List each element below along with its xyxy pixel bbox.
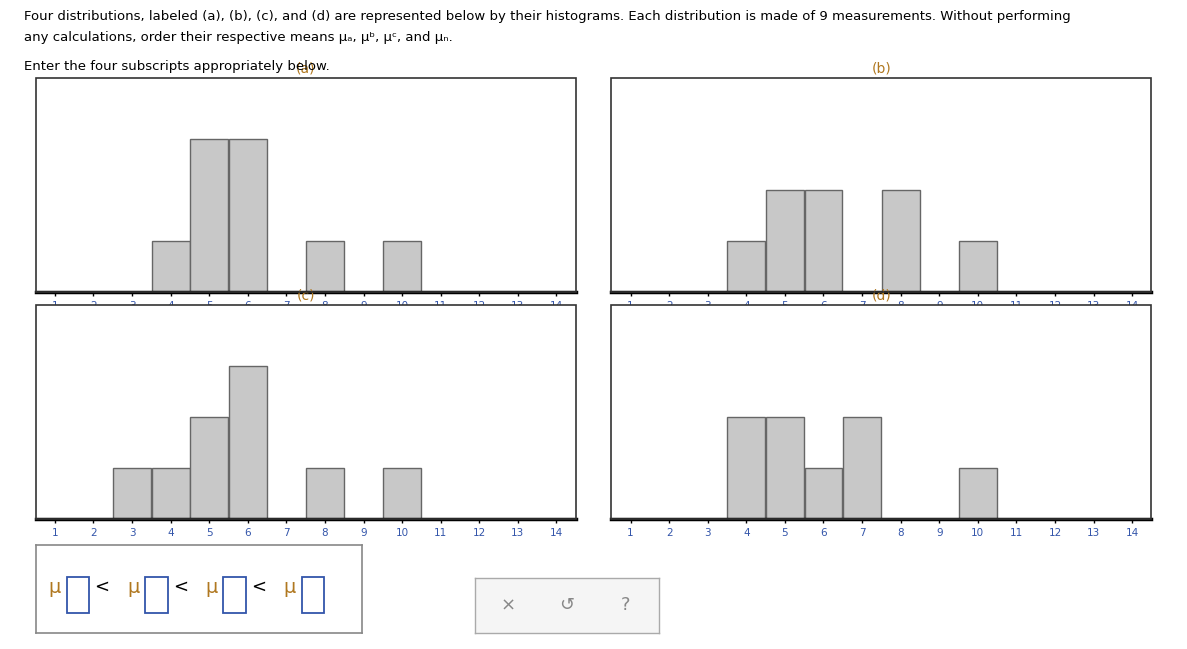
Bar (728, 241, 766, 292)
Bar (805, 190, 843, 292)
Bar (229, 139, 267, 292)
Bar (190, 417, 228, 519)
Bar (306, 468, 344, 519)
Bar (959, 241, 997, 292)
Text: any calculations, order their respective means μₐ, μᵇ, μᶜ, and μₙ.: any calculations, order their respective… (24, 31, 452, 44)
FancyBboxPatch shape (223, 577, 246, 613)
Title: (d): (d) (871, 288, 891, 302)
Text: ↺: ↺ (559, 596, 575, 614)
Bar (152, 241, 190, 292)
Title: (a): (a) (296, 61, 316, 75)
Title: (b): (b) (871, 61, 891, 75)
Text: <: < (252, 578, 266, 596)
Bar (190, 139, 228, 292)
Text: ×: × (501, 596, 515, 614)
Bar (766, 190, 804, 292)
Text: Four distributions, labeled (a), (b), (c), and (d) are represented below by thei: Four distributions, labeled (a), (b), (c… (24, 10, 1071, 23)
Text: μ: μ (49, 578, 61, 596)
Text: μ: μ (205, 578, 217, 596)
Text: μ: μ (284, 578, 296, 596)
Text: μ: μ (127, 578, 139, 596)
Text: ?: ? (621, 596, 630, 614)
Bar (805, 468, 843, 519)
Bar (766, 417, 804, 519)
Bar (152, 468, 190, 519)
Title: (c): (c) (297, 288, 315, 302)
Bar (882, 190, 920, 292)
FancyBboxPatch shape (66, 577, 89, 613)
Bar (229, 366, 267, 519)
FancyBboxPatch shape (145, 577, 167, 613)
Bar (728, 417, 766, 519)
Bar (113, 468, 151, 519)
Bar (959, 468, 997, 519)
Bar (383, 241, 421, 292)
Bar (843, 417, 881, 519)
FancyBboxPatch shape (301, 577, 324, 613)
Bar (383, 468, 421, 519)
Text: <: < (173, 578, 188, 596)
Text: <: < (95, 578, 109, 596)
Bar (306, 241, 344, 292)
Text: Enter the four subscripts appropriately below.: Enter the four subscripts appropriately … (24, 60, 330, 73)
